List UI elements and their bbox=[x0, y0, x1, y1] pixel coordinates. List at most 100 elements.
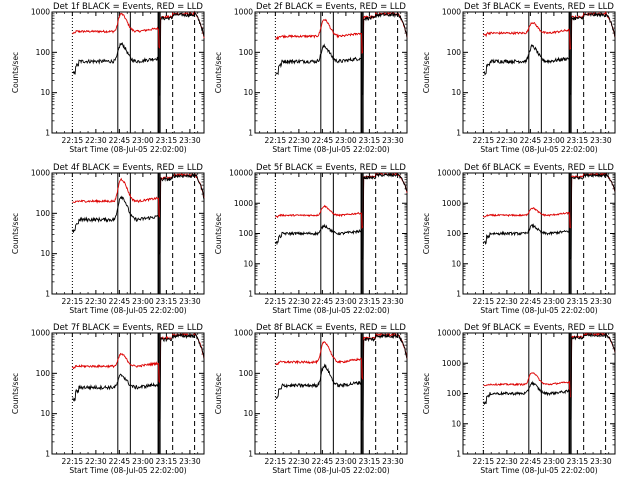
y-tick-label: 10000 bbox=[229, 169, 253, 178]
y-axis-label: Counts/sec bbox=[422, 213, 431, 254]
events-series-line bbox=[275, 332, 408, 421]
y-axis-label: Counts/sec bbox=[422, 373, 431, 414]
x-axis-label: Start Time (08-Jul-05 22:02:00) bbox=[480, 466, 597, 475]
y-tick-label: 100 bbox=[447, 48, 462, 57]
y-tick-label: 100 bbox=[36, 209, 51, 218]
y-tick-label: 100 bbox=[447, 229, 462, 238]
x-tick-label: 22:30 bbox=[496, 457, 518, 466]
x-tick-label: 23:30 bbox=[382, 457, 404, 466]
y-tick-label: 1000 bbox=[234, 199, 253, 208]
x-tick-label: 22:45 bbox=[109, 297, 131, 306]
lld-series-line bbox=[275, 11, 408, 55]
lld-series-line bbox=[275, 172, 408, 230]
y-tick-label: 1 bbox=[248, 290, 253, 299]
x-tick-label: 22:45 bbox=[312, 297, 334, 306]
lld-series-line bbox=[72, 10, 205, 50]
x-tick-label: 23:15 bbox=[359, 457, 381, 466]
x-tick-label: 22:45 bbox=[312, 457, 334, 466]
panel-det-7: Det 7f BLACK = Events, RED = LLD 1 10 100 10… bbox=[11, 323, 205, 475]
x-tick-label: 23:30 bbox=[590, 297, 612, 306]
y-tick-label: 1 bbox=[45, 450, 50, 459]
y-tick-label: 10 bbox=[451, 88, 461, 97]
x-axis-label: Start Time (08-Jul-05 22:02:00) bbox=[272, 145, 389, 154]
x-tick-label: 23:15 bbox=[567, 136, 589, 145]
y-tick-label: 10000 bbox=[437, 169, 461, 178]
y-tick-label: 100 bbox=[36, 48, 51, 57]
x-tick-label: 22:30 bbox=[85, 297, 107, 306]
x-tick-label: 22:30 bbox=[288, 136, 310, 145]
y-tick-label: 1000 bbox=[442, 8, 461, 17]
y-tick-label: 1 bbox=[456, 129, 461, 138]
x-tick-label: 22:45 bbox=[520, 457, 542, 466]
x-tick-label: 22:15 bbox=[265, 297, 287, 306]
x-tick-label: 22:45 bbox=[109, 457, 131, 466]
events-series-line bbox=[482, 332, 616, 420]
y-tick-label: 1000 bbox=[31, 169, 50, 178]
x-tick-label: 22:30 bbox=[288, 457, 310, 466]
lld-series-line bbox=[72, 332, 205, 384]
lld-series-line bbox=[483, 332, 616, 399]
panel-title: Det 3f BLACK = Events, RED = LLD bbox=[464, 2, 614, 12]
x-tick-label: 23:30 bbox=[179, 457, 201, 466]
y-tick-label: 100 bbox=[239, 48, 254, 57]
x-tick-label: 22:15 bbox=[265, 136, 287, 145]
x-tick-label: 22:15 bbox=[473, 136, 495, 145]
plot-frame bbox=[462, 172, 616, 295]
plot-frame bbox=[254, 172, 408, 295]
x-tick-label: 22:30 bbox=[85, 136, 107, 145]
x-tick-label: 23:15 bbox=[156, 297, 178, 306]
x-tick-label: 22:45 bbox=[520, 136, 542, 145]
y-axis-label: Counts/sec bbox=[214, 52, 223, 93]
x-axis-label: Start Time (08-Jul-05 22:02:00) bbox=[272, 466, 389, 475]
panel-det-2: Det 2f BLACK = Events, RED = LLD 1 10 100 10… bbox=[214, 2, 408, 154]
x-axis-label: Start Time (08-Jul-05 22:02:00) bbox=[480, 145, 597, 154]
y-tick-label: 1000 bbox=[234, 8, 253, 17]
y-tick-label: 1 bbox=[45, 290, 50, 299]
plot-frame bbox=[462, 332, 616, 455]
y-tick-label: 10 bbox=[243, 259, 253, 268]
y-axis-label: Counts/sec bbox=[214, 373, 223, 414]
plot-frame bbox=[51, 11, 205, 134]
x-tick-label: 23:30 bbox=[382, 297, 404, 306]
plot-frame bbox=[254, 332, 408, 455]
y-axis-label: Counts/sec bbox=[422, 52, 431, 93]
y-axis-label: Counts/sec bbox=[11, 373, 20, 414]
x-tick-label: 22:30 bbox=[496, 136, 518, 145]
y-tick-label: 1000 bbox=[31, 329, 50, 338]
x-tick-label: 23:30 bbox=[382, 136, 404, 145]
events-series-line bbox=[72, 10, 205, 96]
x-tick-label: 23:15 bbox=[359, 297, 381, 306]
lld-series-line bbox=[483, 172, 616, 229]
y-tick-label: 10 bbox=[451, 419, 461, 428]
x-tick-label: 23:15 bbox=[567, 457, 589, 466]
x-tick-label: 23:00 bbox=[132, 297, 154, 306]
y-axis-label: Counts/sec bbox=[11, 52, 20, 93]
y-tick-label: 1000 bbox=[31, 8, 50, 17]
panel-det-5: Det 5f BLACK = Events, RED = LLD 1 10 100 10… bbox=[214, 163, 408, 315]
events-series-line bbox=[482, 172, 616, 260]
events-series-line bbox=[71, 173, 205, 255]
panel-title: Det 6f BLACK = Events, RED = LLD bbox=[464, 163, 614, 173]
y-tick-label: 100 bbox=[447, 389, 462, 398]
y-tick-label: 1000 bbox=[442, 199, 461, 208]
x-tick-label: 22:15 bbox=[62, 136, 84, 145]
plot-frame bbox=[51, 172, 205, 295]
y-tick-label: 1 bbox=[248, 450, 253, 459]
x-tick-label: 22:15 bbox=[265, 457, 287, 466]
x-tick-label: 23:30 bbox=[590, 136, 612, 145]
panel-title: Det 4f BLACK = Events, RED = LLD bbox=[53, 163, 203, 173]
panel-title: Det 7f BLACK = Events, RED = LLD bbox=[53, 323, 203, 333]
x-axis-label: Start Time (08-Jul-05 22:02:00) bbox=[69, 145, 186, 154]
events-series-line bbox=[275, 12, 408, 96]
panel-title: Det 2f BLACK = Events, RED = LLD bbox=[256, 2, 406, 12]
x-tick-label: 22:30 bbox=[496, 297, 518, 306]
x-tick-label: 23:30 bbox=[590, 457, 612, 466]
events-series-line bbox=[72, 332, 205, 422]
y-tick-label: 100 bbox=[239, 229, 254, 238]
x-tick-label: 22:15 bbox=[473, 297, 495, 306]
x-axis-label: Start Time (08-Jul-05 22:02:00) bbox=[272, 306, 389, 315]
x-tick-label: 23:30 bbox=[179, 136, 201, 145]
x-tick-label: 22:15 bbox=[62, 457, 84, 466]
